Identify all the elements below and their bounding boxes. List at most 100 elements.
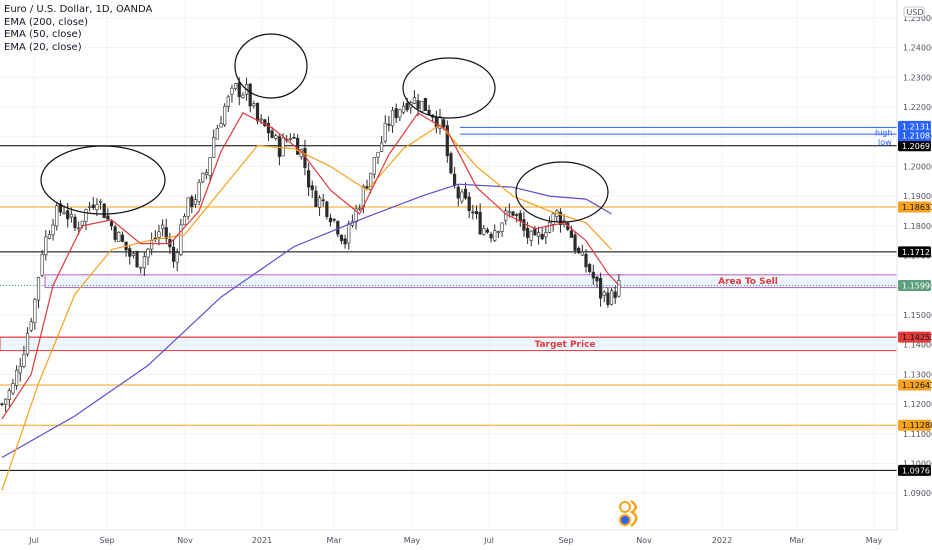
candle-body [347, 223, 351, 244]
candle-body [405, 102, 409, 111]
y-tick-label: 1.24000 [903, 44, 932, 53]
candle-body [98, 200, 103, 203]
candle-body [463, 188, 468, 199]
candle-body [212, 137, 216, 158]
candle-body [507, 211, 511, 214]
candle-body [609, 290, 614, 305]
candle-body [379, 142, 384, 152]
x-tick-label: 2022 [712, 536, 732, 545]
candle-body [412, 97, 417, 104]
candle-body [460, 191, 464, 202]
price-tag [898, 130, 931, 142]
candle-body [33, 298, 37, 324]
candle-body [190, 196, 194, 207]
x-tick-label: Mar [326, 536, 342, 545]
candle-body [157, 231, 161, 238]
hand-drawn-circle [402, 57, 496, 119]
candle-body [482, 228, 486, 235]
candle-body [332, 218, 336, 221]
candle-body [584, 254, 588, 268]
range-low-text: low [878, 138, 892, 147]
price-tag-label: 1.17123 [902, 248, 932, 257]
y-tick-label: 1.10000 [903, 459, 932, 468]
candle-body [328, 217, 333, 223]
candle-body [288, 137, 292, 140]
candle-body [161, 224, 165, 230]
y-tick-label: 1.20000 [903, 162, 932, 171]
candle-body [485, 229, 490, 233]
price-tag-label: 1.15990 [902, 282, 932, 291]
price-tag-label: 1.12641 [902, 381, 932, 390]
range-high-text: high [875, 128, 892, 137]
candle-body [372, 157, 376, 175]
ema-layer [1, 112, 620, 491]
price-tag-label: 1.11288 [902, 421, 932, 430]
candle-body [120, 234, 125, 242]
candle-body [314, 190, 318, 207]
candle-body [606, 292, 610, 305]
candle-body [416, 100, 420, 109]
hand-drawn-circle [515, 161, 609, 223]
candle-body [47, 233, 52, 239]
candle-body [358, 207, 362, 210]
candle-body [434, 116, 438, 128]
zones-layer: Area To Sell Target Price [0, 274, 898, 352]
candle-body [394, 108, 398, 119]
y-tick-label: 1.12000 [903, 400, 932, 409]
price-axis-bg [897, 0, 932, 550]
price-tag-label: 1.21312 [902, 122, 932, 131]
logo-ring-bottom [619, 514, 631, 526]
price-tag [898, 419, 931, 431]
currency-box [903, 6, 925, 18]
candles-layer [0, 77, 621, 413]
candle-body [445, 125, 449, 157]
candle-body [591, 271, 595, 279]
candle-body [390, 110, 395, 127]
candle-body [343, 238, 347, 245]
candle-body [266, 122, 271, 134]
x-tick-label: May [404, 536, 421, 545]
candle-body [310, 185, 314, 191]
candle-body [259, 118, 263, 121]
candle-body [617, 280, 621, 297]
candle-body [193, 199, 198, 205]
y-tick-label: 1.22000 [903, 103, 932, 112]
candle-body [401, 105, 406, 113]
candle-body [569, 230, 573, 238]
candle-body [317, 197, 322, 208]
candle-body [515, 214, 519, 216]
candle-body [22, 354, 26, 367]
candle-body [496, 231, 501, 233]
price-tag-label: 1.14253 [902, 333, 932, 342]
ema-200-line [1, 183, 612, 459]
candle-body [18, 365, 22, 374]
candle-body [558, 211, 563, 225]
candle-body [449, 153, 453, 174]
indicator-ema-200[interactable]: EMA (200, close) [4, 16, 88, 28]
indicator-ema-20[interactable]: EMA (20, close) [4, 41, 82, 53]
candle-body [171, 246, 176, 262]
indicator-ema-50[interactable]: EMA (50, close) [4, 29, 82, 40]
price-tag-label: 1.20693 [902, 142, 932, 151]
candle-body [201, 172, 205, 183]
price-tag [898, 331, 931, 343]
chart-grid [0, 0, 897, 530]
candle-body [150, 240, 154, 250]
candle-body [420, 100, 424, 112]
candle-body [369, 172, 373, 190]
candle-body [197, 181, 201, 202]
candle-body [500, 222, 504, 232]
candle-body [7, 390, 11, 400]
candle-body [36, 277, 41, 301]
zone-label: Area To Sell [718, 277, 778, 287]
currency-label: USD [907, 8, 924, 17]
candle-body [613, 291, 617, 298]
candle-body [438, 116, 442, 129]
candle-body [577, 247, 581, 254]
candle-body [522, 219, 526, 231]
candle-body [11, 383, 15, 394]
x-tick-label: Nov [177, 536, 193, 545]
candle-body [40, 253, 44, 276]
